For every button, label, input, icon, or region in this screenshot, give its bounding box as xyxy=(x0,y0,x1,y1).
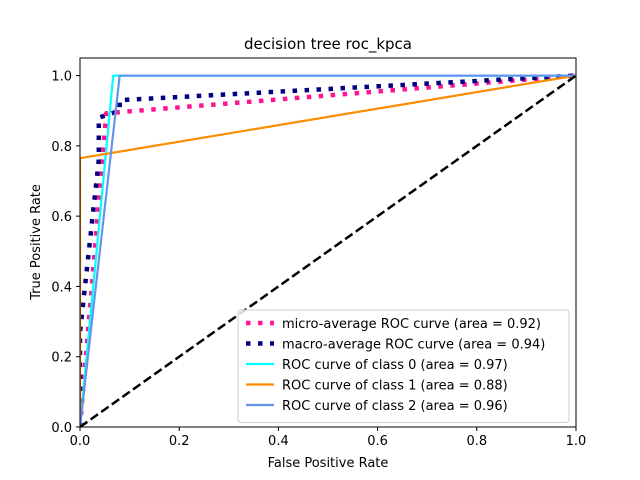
series-line-4 xyxy=(80,74,576,427)
chance-diagonal-line xyxy=(80,74,576,427)
legend-box xyxy=(237,309,570,423)
x-axis-label: False Positive Rate xyxy=(268,456,389,471)
legend-label-3: ROC curve of class 1 (area = 0.88) xyxy=(282,379,508,394)
legend-label-0: micro-average ROC curve (area = 0.92) xyxy=(282,317,541,332)
y-tick-label-0-0: 0.0 xyxy=(51,421,72,436)
y-tick-label-0-8: 0.8 xyxy=(51,140,72,155)
legend: micro-average ROC curve (area = 0.92) mac… xyxy=(237,309,570,423)
legend-label-1: macro-average ROC curve (area = 0.94) xyxy=(282,338,545,353)
y-tick-label-0-2: 0.2 xyxy=(51,351,72,366)
y-tick-label-1-0: 1.0 xyxy=(51,70,72,85)
plot-frame xyxy=(79,57,577,428)
plot-lines xyxy=(80,73,576,427)
series-line-3 xyxy=(80,74,576,427)
legend-label-2: ROC curve of class 0 (area = 0.97) xyxy=(282,358,508,373)
chart-title: decision tree roc_kpca xyxy=(244,35,412,54)
y-axis-label: True Positive Rate xyxy=(29,184,44,301)
x-tick-label-0-8: 0.8 xyxy=(466,434,487,449)
series-line-0 xyxy=(80,73,576,427)
x-tick-label-1-0: 1.0 xyxy=(566,434,587,449)
y-tick-label-0-4: 0.4 xyxy=(51,280,72,295)
x-tick-label-0-0: 0.0 xyxy=(70,434,91,449)
x-tick-label-0-6: 0.6 xyxy=(367,434,388,449)
y-axis: 0.0 0.2 0.4 0.6 0.8 1.0 xyxy=(51,70,80,436)
y-tick-label-0-6: 0.6 xyxy=(51,210,72,225)
x-tick-label-0-2: 0.2 xyxy=(169,434,190,449)
legend-label-4: ROC curve of class 2 (area = 0.96) xyxy=(282,399,508,414)
x-axis: 0.0 0.2 0.4 0.6 0.8 1.0 xyxy=(70,427,587,449)
x-tick-label-0-4: 0.4 xyxy=(268,434,289,449)
